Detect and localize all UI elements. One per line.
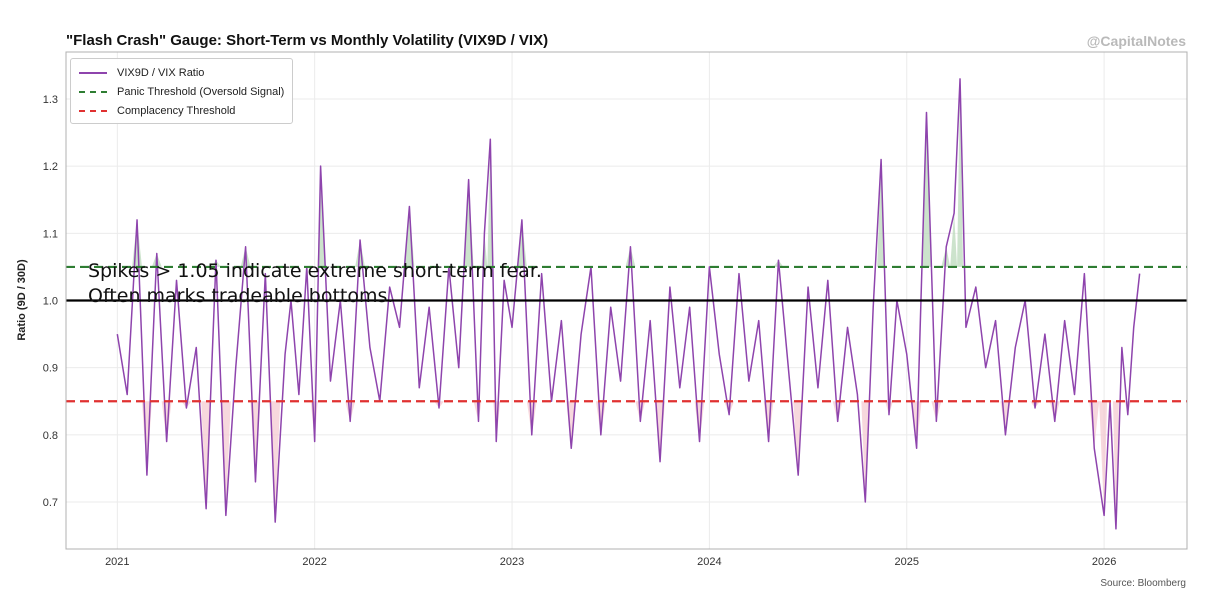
legend-label-panic: Panic Threshold (Oversold Signal) (117, 85, 285, 98)
x-tick-label: 2024 (697, 556, 721, 568)
x-tick-label: 2026 (1092, 556, 1116, 568)
legend-item-complacency: Complacency Threshold (79, 101, 284, 120)
panic-shade (516, 219, 527, 267)
x-tick-label: 2021 (105, 556, 129, 568)
annotation-line-1: Spikes > 1.05 indicate extreme short-ter… (88, 260, 542, 282)
legend-swatch-complacency (79, 109, 107, 112)
complacency-shade (1049, 401, 1060, 422)
y-tick-label: 1.2 (43, 161, 58, 173)
tick-layer: 0.7 0.8 0.9 1.0 1.1 1.2 1.3 2021 2022 2023 2024 202… (43, 94, 1117, 568)
complacency-shade (270, 401, 281, 523)
complacency-shade (526, 401, 537, 435)
panic-shade (957, 78, 963, 267)
x-tick-label: 2023 (500, 556, 524, 568)
panic-shade (950, 213, 958, 267)
complacency-shade (1099, 401, 1108, 516)
source-note: Source: Bloomberg (1100, 578, 1186, 589)
y-tick-label: 0.7 (43, 497, 58, 509)
chart-title: "Flash Crash" Gauge: Short-Term vs Month… (66, 32, 549, 49)
y-tick-label: 1.0 (43, 296, 58, 308)
annotation-box: Spikes > 1.05 indicate extreme short-ter… (88, 259, 542, 309)
y-tick-label: 0.9 (43, 363, 58, 375)
complacency-shade (861, 401, 870, 502)
y-tick-label: 1.3 (43, 94, 58, 106)
annotation-line-2: Often marks tradeable bottoms. (88, 285, 394, 307)
panic-shade (921, 112, 932, 267)
legend: VIX9D / VIX Ratio Panic Threshold (Overs… (70, 58, 294, 124)
plot-frame (65, 51, 1188, 550)
legend-label-ratio: VIX9D / VIX Ratio (117, 66, 205, 79)
y-tick-label: 1.1 (43, 228, 58, 240)
complacency-shade (1112, 401, 1119, 529)
ratio-series-line (116, 78, 1141, 530)
y-tick-label: 0.8 (43, 430, 58, 442)
complacency-shade (220, 401, 231, 516)
legend-swatch-ratio (79, 71, 107, 74)
x-tick-label: 2022 (302, 556, 326, 568)
series-layer (116, 78, 1141, 530)
watermark: @CapitalNotes (1086, 33, 1186, 49)
threshold-layer (66, 265, 1187, 403)
legend-item-ratio: VIX9D / VIX Ratio (79, 63, 284, 82)
legend-label-complacency: Complacency Threshold (117, 104, 236, 117)
legend-item-panic: Panic Threshold (Oversold Signal) (79, 82, 284, 101)
legend-swatch-panic (79, 90, 107, 93)
x-tick-label: 2025 (895, 556, 919, 568)
